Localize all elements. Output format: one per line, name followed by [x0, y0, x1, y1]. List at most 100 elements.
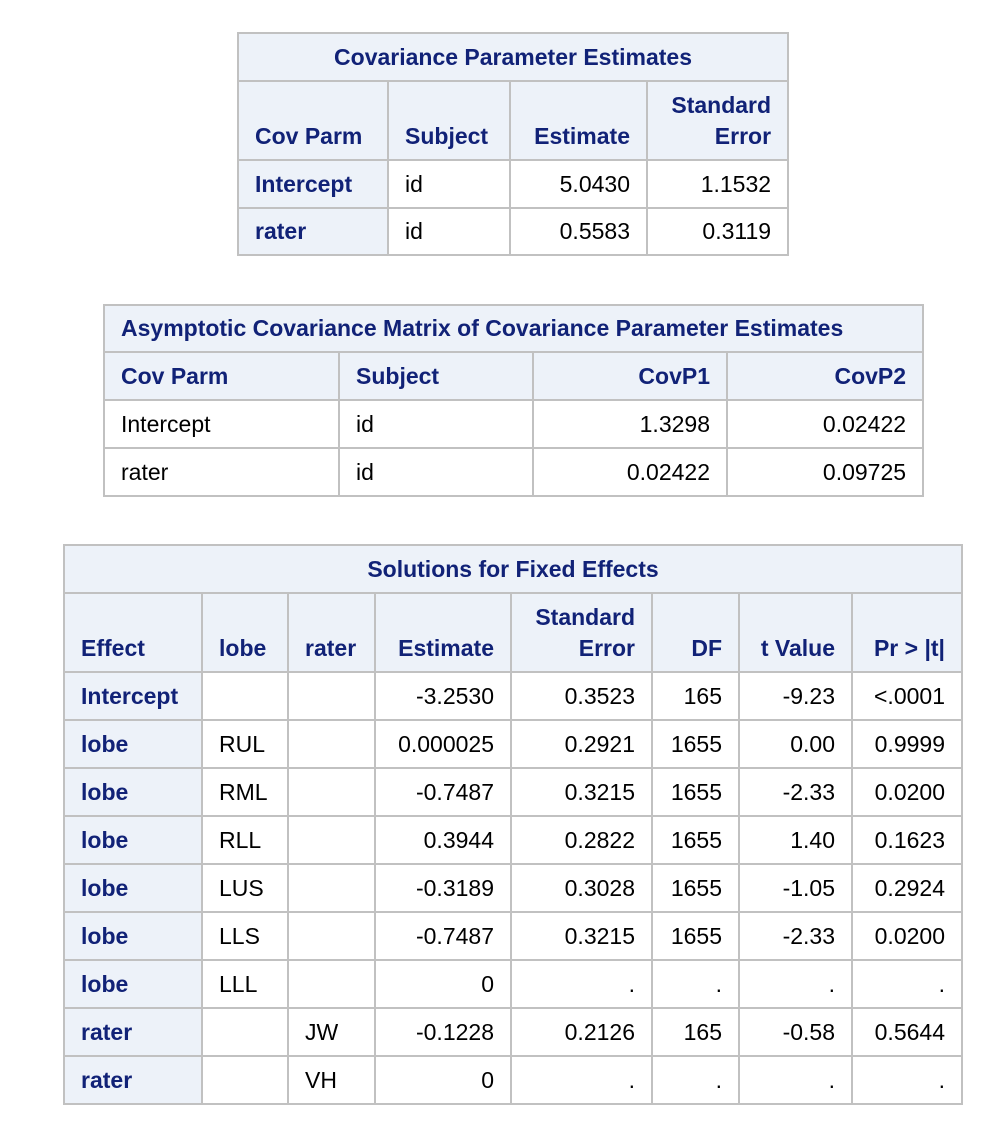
- cell-t-value: -1.05: [738, 863, 853, 913]
- fixed-effects-table: Solutions for Fixed Effects Effect lobe …: [63, 544, 963, 1105]
- cell-subject: id: [338, 399, 534, 449]
- cell-standard-error: .: [510, 959, 653, 1009]
- cell-estimate: 0: [374, 959, 512, 1009]
- cell-rater: [287, 863, 376, 913]
- cell-subject: id: [387, 159, 511, 209]
- col-header-covp2: CovP2: [725, 351, 925, 401]
- col-header-pr-t: Pr > |t|: [851, 592, 963, 673]
- table-row: lobe RUL 0.000025 0.2921 1655 0.00 0.9999: [63, 719, 963, 769]
- cell-subject: id: [387, 207, 511, 256]
- cell-t-value: -9.23: [738, 671, 853, 721]
- col-header-df: DF: [651, 592, 740, 673]
- cell-standard-error: .: [510, 1055, 653, 1105]
- cell-standard-error: 0.2126: [510, 1007, 653, 1057]
- cell-estimate: 0.000025: [374, 719, 512, 769]
- cell-df: 165: [651, 671, 740, 721]
- cell-rater: [287, 767, 376, 817]
- row-label: lobe: [63, 719, 203, 769]
- cell-estimate: -3.2530: [374, 671, 512, 721]
- col-header-estimate: Estimate: [509, 80, 648, 161]
- header-line: Standard: [535, 604, 635, 630]
- cell-estimate: -0.3189: [374, 863, 512, 913]
- cell-pr-t: 0.0200: [851, 767, 963, 817]
- cell-t-value: 1.40: [738, 815, 853, 865]
- cell-df: 1655: [651, 911, 740, 961]
- cell-pr-t: 0.0200: [851, 911, 963, 961]
- cell-pr-t: 0.2924: [851, 863, 963, 913]
- cell-df: .: [651, 1055, 740, 1105]
- cell-estimate: 5.0430: [509, 159, 648, 209]
- cell-rater: VH: [287, 1055, 376, 1105]
- cell-pr-t: 0.1623: [851, 815, 963, 865]
- cell-lobe: RLL: [201, 815, 289, 865]
- cell-covp1: 1.3298: [532, 399, 728, 449]
- table-row: Intercept id 1.3298 0.02422: [103, 399, 925, 449]
- cell-estimate: -0.7487: [374, 911, 512, 961]
- cell-df: 1655: [651, 767, 740, 817]
- cell-df: 165: [651, 1007, 740, 1057]
- cell-rater: [287, 815, 376, 865]
- col-header-estimate: Estimate: [374, 592, 512, 673]
- col-header-cov-parm: Cov Parm: [103, 351, 340, 401]
- table-title: Asymptotic Covariance Matrix of Covarian…: [102, 304, 925, 353]
- cell-lobe: LUS: [201, 863, 289, 913]
- cell-t-value: .: [738, 959, 853, 1009]
- table-row: Intercept id 5.0430 1.1532: [237, 159, 790, 209]
- row-label: lobe: [63, 815, 203, 865]
- asymptotic-covariance-matrix-table: Asymptotic Covariance Matrix of Covarian…: [102, 304, 925, 497]
- cell-df: 1655: [651, 719, 740, 769]
- col-header-cov-parm: Cov Parm: [237, 80, 389, 161]
- cell-df: .: [651, 959, 740, 1009]
- cell-standard-error: 0.3215: [510, 911, 653, 961]
- cell-rater: [287, 911, 376, 961]
- row-label: lobe: [63, 863, 203, 913]
- cell-standard-error: 0.3119: [645, 207, 790, 256]
- cell-standard-error: 1.1532: [645, 159, 790, 209]
- col-header-subject: Subject: [338, 351, 534, 401]
- cell-df: 1655: [651, 815, 740, 865]
- row-label: rater: [63, 1055, 203, 1105]
- table-row: Intercept -3.2530 0.3523 165 -9.23 <.0001: [63, 671, 963, 721]
- cell-lobe: [201, 1055, 289, 1105]
- table-row: rater JW -0.1228 0.2126 165 -0.58 0.5644: [63, 1007, 963, 1057]
- cell-df: 1655: [651, 863, 740, 913]
- col-header-standard-error: Standard Error: [510, 592, 653, 673]
- cell-t-value: -0.58: [738, 1007, 853, 1057]
- cell-pr-t: 0.5644: [851, 1007, 963, 1057]
- cell-standard-error: 0.3028: [510, 863, 653, 913]
- table-row: lobe RLL 0.3944 0.2822 1655 1.40 0.1623: [63, 815, 963, 865]
- table-row: rater id 0.5583 0.3119: [237, 207, 790, 256]
- row-label: Intercept: [237, 159, 389, 209]
- cell-cov-parm: rater: [103, 447, 340, 497]
- header-line: Standard: [671, 92, 772, 118]
- cell-estimate: 0.3944: [374, 815, 512, 865]
- cell-cov-parm: Intercept: [103, 399, 340, 449]
- col-header-standard-error: Standard Error: [645, 80, 790, 161]
- cell-lobe: LLS: [201, 911, 289, 961]
- cell-standard-error: 0.2822: [510, 815, 653, 865]
- col-header-effect: Effect: [63, 592, 203, 673]
- cell-covp1: 0.02422: [532, 447, 728, 497]
- fixed-effects-body: Intercept -3.2530 0.3523 165 -9.23 <.0001 lobe…: [63, 671, 963, 1105]
- cell-t-value: 0.00: [738, 719, 853, 769]
- header-line: Error: [714, 123, 772, 149]
- row-label: lobe: [63, 767, 203, 817]
- cell-rater: JW: [287, 1007, 376, 1057]
- table-row: lobe LUS -0.3189 0.3028 1655 -1.05 0.2924: [63, 863, 963, 913]
- row-label: lobe: [63, 959, 203, 1009]
- cell-rater: [287, 959, 376, 1009]
- cell-rater: [287, 671, 376, 721]
- table-title: Solutions for Fixed Effects: [63, 544, 963, 594]
- table-row: lobe LLL 0....: [63, 959, 963, 1009]
- cell-t-value: -2.33: [738, 767, 853, 817]
- cell-lobe: [201, 1007, 289, 1057]
- row-label: rater: [237, 207, 389, 256]
- cell-estimate: 0: [374, 1055, 512, 1105]
- cell-t-value: .: [738, 1055, 853, 1105]
- col-header-covp1: CovP1: [532, 351, 728, 401]
- cell-estimate: -0.7487: [374, 767, 512, 817]
- covariance-parameter-estimates-table: Covariance Parameter Estimates Cov Parm …: [236, 32, 790, 256]
- cell-pr-t: 0.9999: [851, 719, 963, 769]
- col-header-subject: Subject: [387, 80, 511, 161]
- cell-t-value: -2.33: [738, 911, 853, 961]
